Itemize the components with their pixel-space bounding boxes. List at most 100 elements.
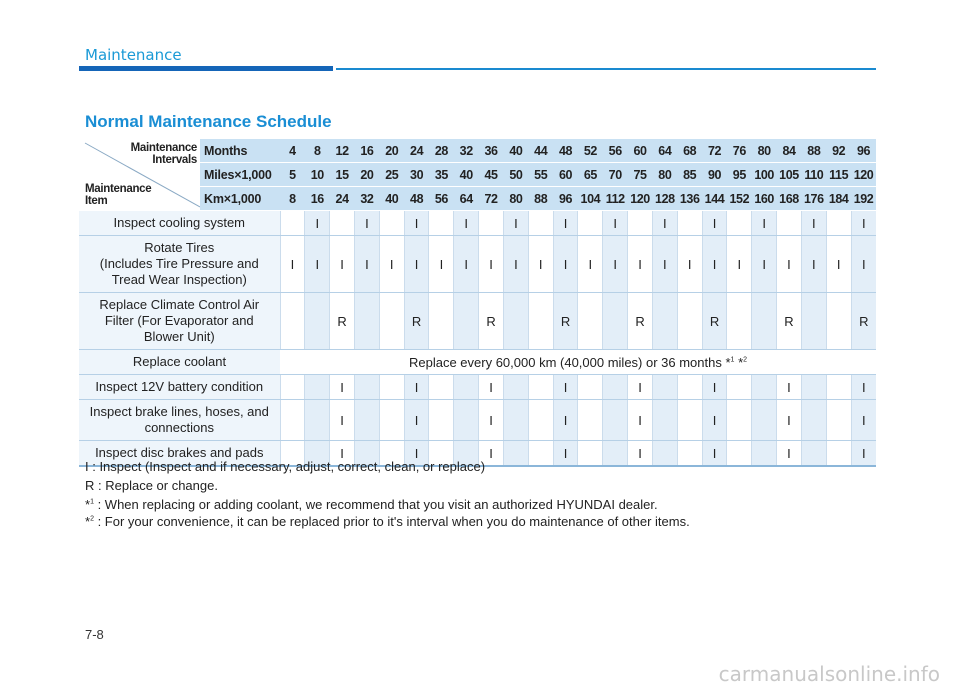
schedule-mark-cell: I: [776, 374, 802, 400]
schedule-mark-cell: [726, 440, 752, 467]
schedule-mark-cell: [279, 292, 305, 350]
km-interval-cell: 88: [528, 186, 554, 211]
schedule-row: Rotate Tires (Includes Tire Pressure and T…: [79, 235, 876, 293]
schedule-mark-cell: I: [478, 374, 504, 400]
schedule-mark-cell: I: [478, 440, 504, 467]
schedule-mark-cell: I: [502, 210, 529, 236]
miles-row: Miles×1,000 5 10 15 20 25 30 35 40 45 50 55 60 65 70 7…: [79, 162, 876, 187]
schedule-mark-cell: I: [403, 374, 429, 400]
schedule-mark-cell: I: [850, 235, 876, 293]
maintenance-schedule-table: Maintenance Intervals Maintenance Item M…: [79, 139, 876, 467]
schedule-mark-cell: I: [552, 235, 578, 293]
schedule-mark-cell: [825, 374, 852, 400]
schedule-mark-cell: R: [701, 292, 727, 350]
schedule-mark-cell: [428, 399, 454, 441]
legend-inspect: I : Inspect (Inspect and if necessary, a…: [85, 459, 486, 474]
miles-label: Miles×1,000: [200, 162, 281, 187]
watermark: carmanualsonline.info: [718, 662, 940, 686]
miles-interval-cell: 50: [503, 162, 529, 187]
months-interval-cell: 56: [602, 139, 628, 163]
km-interval-cell: 136: [677, 186, 703, 211]
schedule-mark-cell: I: [850, 210, 876, 236]
schedule-mark-cell: [428, 292, 454, 350]
schedule-mark-cell: I: [403, 235, 429, 293]
schedule-mark-cell: R: [776, 292, 802, 350]
schedule-mark-cell: I: [776, 440, 802, 467]
table-corner-header: Maintenance Intervals Maintenance Item: [79, 139, 201, 211]
schedule-mark-cell: I: [478, 235, 504, 293]
schedule-mark-cell: [527, 399, 554, 441]
km-interval-cell: 192: [851, 186, 876, 211]
months-interval-cell: 72: [702, 139, 727, 163]
schedule-mark-cell: [527, 210, 554, 236]
schedule-mark-cell: I: [627, 399, 653, 441]
maintenance-item-label: Inspect 12V battery condition: [79, 374, 281, 400]
header-rule-dark: [79, 66, 333, 71]
schedule-mark-cell: I: [329, 374, 355, 400]
schedule-mark-cell: I: [726, 235, 752, 293]
months-interval-cell: 64: [652, 139, 678, 163]
maintenance-item-label: Replace coolant: [79, 349, 281, 375]
miles-interval-cell: 100: [751, 162, 777, 187]
schedule-mark-cell: [428, 210, 454, 236]
schedule-mark-cell: [502, 292, 529, 350]
months-interval-cell: 32: [453, 139, 479, 163]
schedule-mark-cell: [651, 374, 678, 400]
schedule-mark-cell: I: [602, 210, 628, 236]
schedule-row: Inspect brake lines, hoses, and connectio…: [79, 399, 876, 441]
km-interval-cell: 80: [503, 186, 529, 211]
schedule-mark-cell: I: [552, 440, 578, 467]
schedule-mark-cell: [453, 292, 479, 350]
miles-interval-cell: 70: [602, 162, 628, 187]
schedule-mark-cell: I: [800, 235, 827, 293]
miles-interval-cell: 25: [379, 162, 405, 187]
km-interval-cell: 24: [329, 186, 355, 211]
corner-item-label: Maintenance Item: [85, 183, 152, 207]
schedule-mark-cell: [577, 440, 603, 467]
schedule-mark-cell: [279, 440, 305, 467]
schedule-mark-cell: R: [552, 292, 578, 350]
miles-interval-cell: 5: [280, 162, 305, 187]
schedule-mark-cell: [428, 374, 454, 400]
schedule-mark-cell: [825, 210, 852, 236]
schedule-mark-cell: [676, 292, 703, 350]
km-interval-cell: 64: [453, 186, 479, 211]
schedule-mark-cell: [577, 210, 603, 236]
schedule-row: Inspect cooling system I I I I I I I I I I I I: [79, 210, 876, 236]
km-interval-cell: 48: [404, 186, 429, 211]
km-interval-cell: 112: [602, 186, 628, 211]
months-interval-cell: 92: [826, 139, 852, 163]
schedule-mark-cell: I: [453, 210, 479, 236]
schedule-mark-cell: [453, 399, 479, 441]
schedule-mark-cell: I: [776, 235, 802, 293]
months-interval-cell: 40: [503, 139, 529, 163]
replace-coolant-note: Replace every 60,000 km (40,000 miles) o…: [280, 349, 876, 375]
miles-interval-cell: 60: [553, 162, 578, 187]
schedule-mark-cell: I: [478, 399, 504, 441]
schedule-mark-cell: [577, 292, 603, 350]
schedule-mark-cell: [726, 210, 752, 236]
schedule-mark-cell: [378, 374, 405, 400]
km-label: Km×1,000: [200, 186, 281, 211]
schedule-mark-cell: I: [329, 399, 355, 441]
schedule-mark-cell: [304, 440, 330, 467]
legend-note-1: *1 : When replacing or adding coolant, w…: [85, 497, 658, 512]
km-interval-cell: 160: [751, 186, 777, 211]
miles-interval-cell: 115: [826, 162, 852, 187]
schedule-mark-cell: I: [751, 210, 777, 236]
miles-interval-cell: 75: [627, 162, 653, 187]
schedule-mark-cell: I: [800, 210, 827, 236]
schedule-mark-cell: [279, 399, 305, 441]
km-interval-cell: 168: [776, 186, 802, 211]
schedule-mark-cell: [478, 210, 504, 236]
schedule-mark-cell: [726, 374, 752, 400]
maintenance-item-label: Inspect brake lines, hoses, and connectio…: [79, 399, 281, 441]
maintenance-item-label: Replace Climate Control Air Filter (For E…: [79, 292, 281, 350]
schedule-mark-cell: I: [378, 235, 405, 293]
schedule-mark-cell: [676, 210, 703, 236]
schedule-mark-cell: [304, 399, 330, 441]
schedule-mark-cell: [378, 210, 405, 236]
schedule-mark-cell: I: [279, 235, 305, 293]
months-row: Maintenance Intervals Maintenance Item M…: [79, 139, 876, 211]
schedule-row: Inspect 12V battery condition I I I I I I I I: [79, 374, 876, 400]
